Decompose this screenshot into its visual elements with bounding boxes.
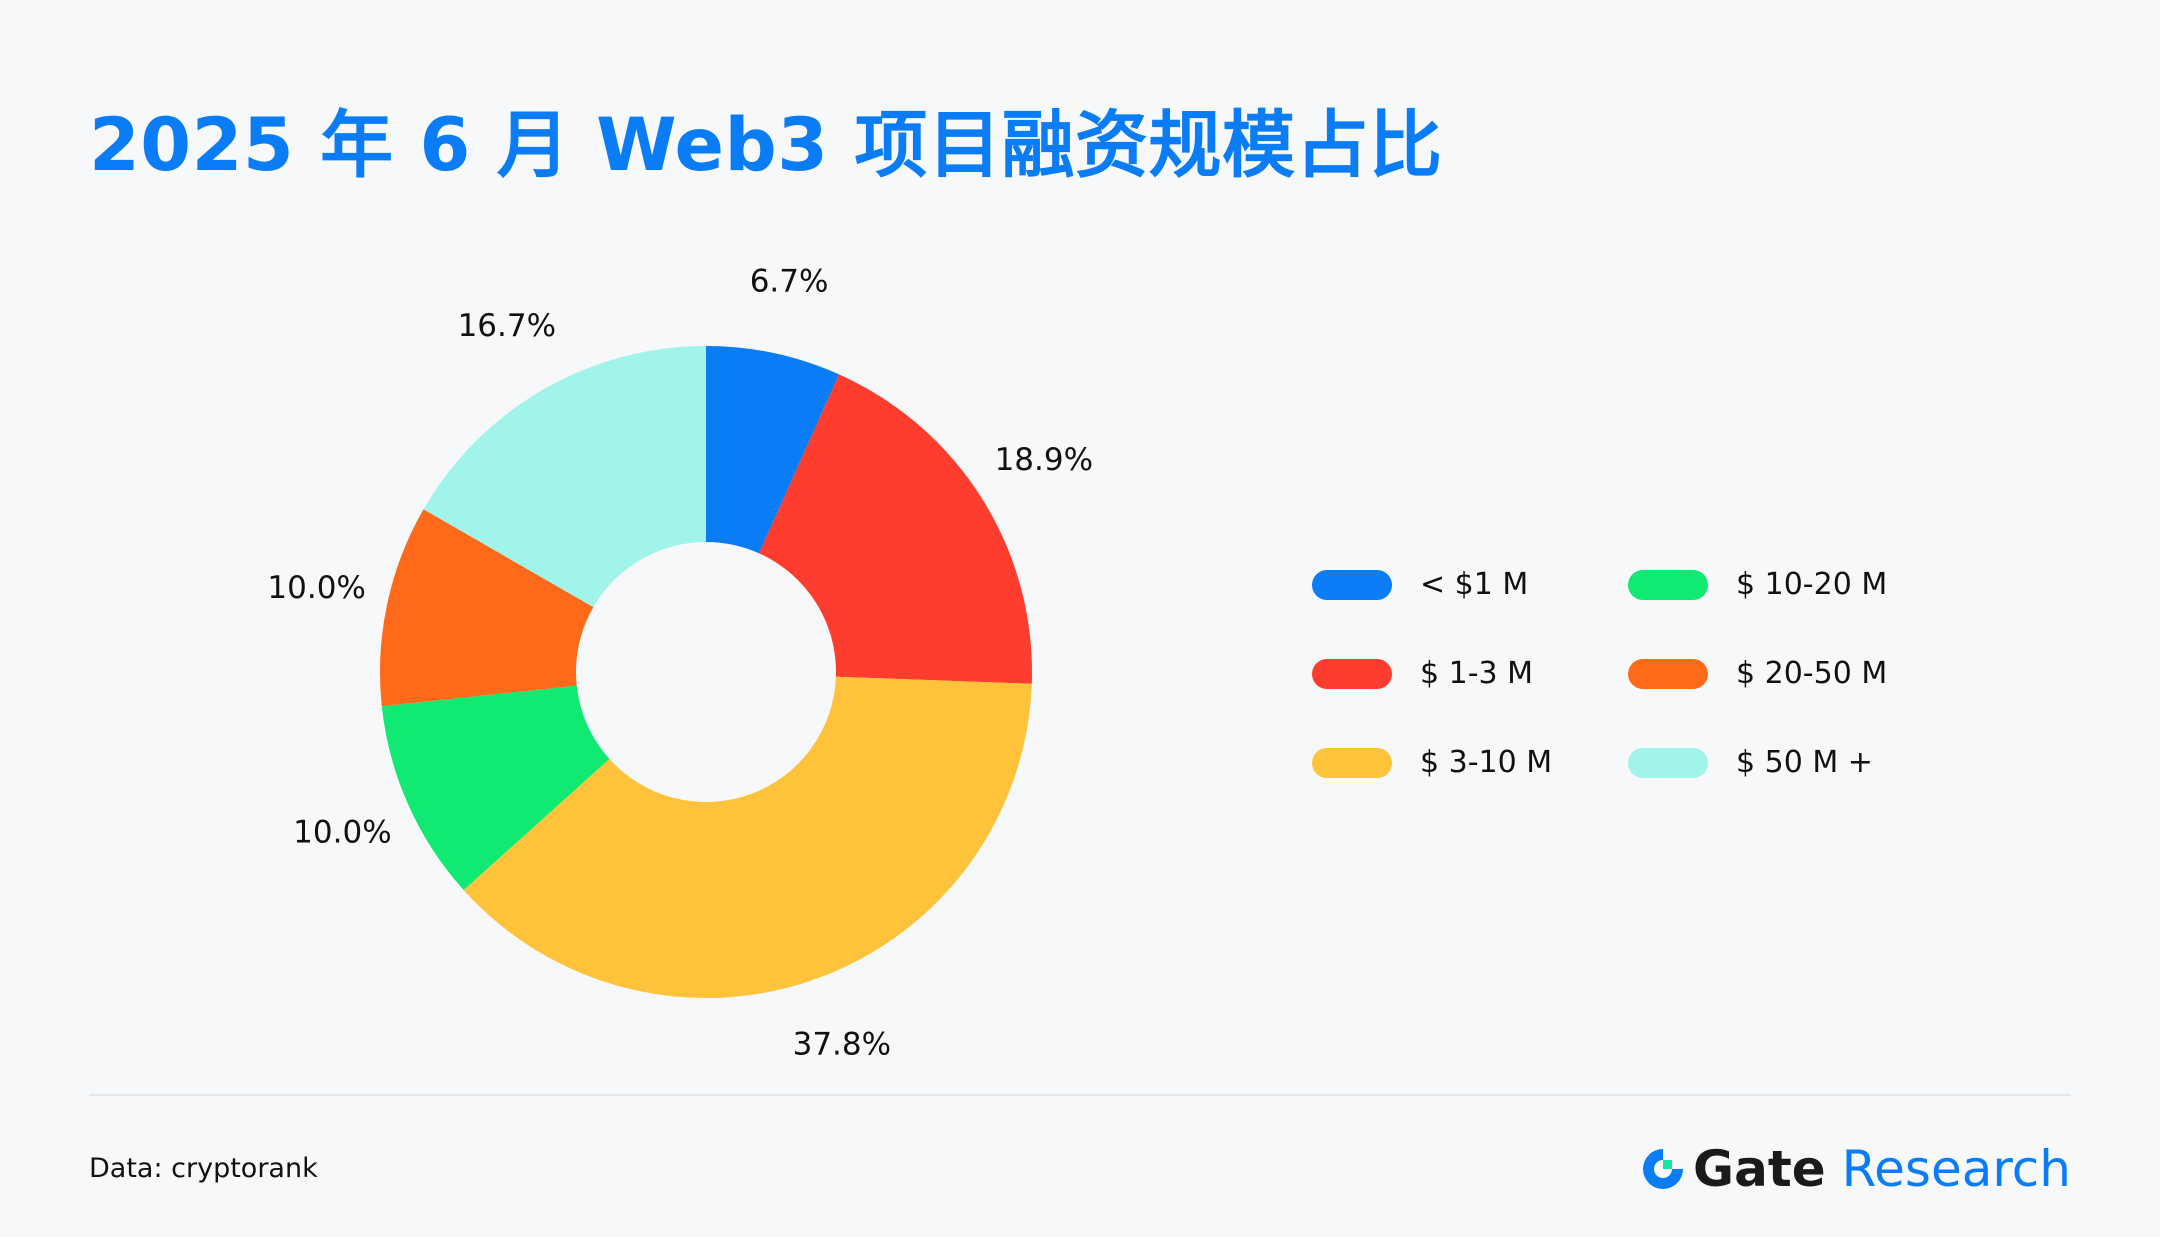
legend-swatch	[1628, 658, 1708, 689]
legend-item: < $1 M	[1312, 540, 1628, 629]
slice-value-label: 6.7%	[750, 263, 829, 299]
legend-label: $ 3-10 M	[1420, 745, 1553, 780]
legend-label: < $1 M	[1420, 567, 1529, 602]
brand-suffix: Research	[1841, 1140, 2071, 1198]
legend-swatch	[1312, 658, 1392, 689]
donut-slice	[381, 685, 610, 891]
gate-logo-icon	[1643, 1149, 1684, 1189]
legend-item: $ 50 M +	[1628, 718, 1944, 807]
legend-swatch	[1312, 747, 1392, 778]
legend-item: $ 10-20 M	[1628, 540, 1944, 629]
legend-swatch	[1628, 747, 1708, 778]
legend-label: $ 20-50 M	[1736, 656, 1888, 691]
legend-item: $ 1-3 M	[1312, 629, 1628, 718]
legend-label: $ 1-3 M	[1420, 656, 1534, 691]
footer-divider	[89, 1094, 2071, 1096]
slice-value-label: 16.7%	[458, 308, 556, 344]
donut-slice	[706, 346, 840, 554]
brand-logo: Gate Research	[1639, 1138, 2071, 1200]
legend-label: $ 10-20 M	[1736, 567, 1888, 602]
data-source: Data: cryptorank	[89, 1153, 318, 1184]
donut-slice	[423, 346, 706, 608]
legend-swatch	[1312, 569, 1392, 600]
donut-slice	[379, 509, 594, 707]
legend-label: $ 50 M +	[1736, 745, 1873, 780]
legend-swatch	[1628, 569, 1708, 600]
donut-slice	[463, 676, 1032, 998]
legend-item: $ 3-10 M	[1312, 718, 1628, 807]
donut-slice	[759, 374, 1032, 684]
legend-item: $ 20-50 M	[1628, 629, 1944, 718]
slice-value-label: 10.0%	[267, 570, 365, 606]
slice-value-label: 10.0%	[293, 814, 391, 850]
slice-value-label: 37.8%	[793, 1027, 891, 1063]
chart-title: 2025 年 6 月 Web3 项目融资规模占比	[89, 103, 1443, 188]
slice-value-label: 18.9%	[995, 442, 1093, 478]
chart-legend: < $1 M $ 10-20 M $ 1-3 M $ 20-50 M $ 3-1…	[1312, 540, 1952, 807]
brand-name: Gate	[1693, 1140, 1826, 1198]
